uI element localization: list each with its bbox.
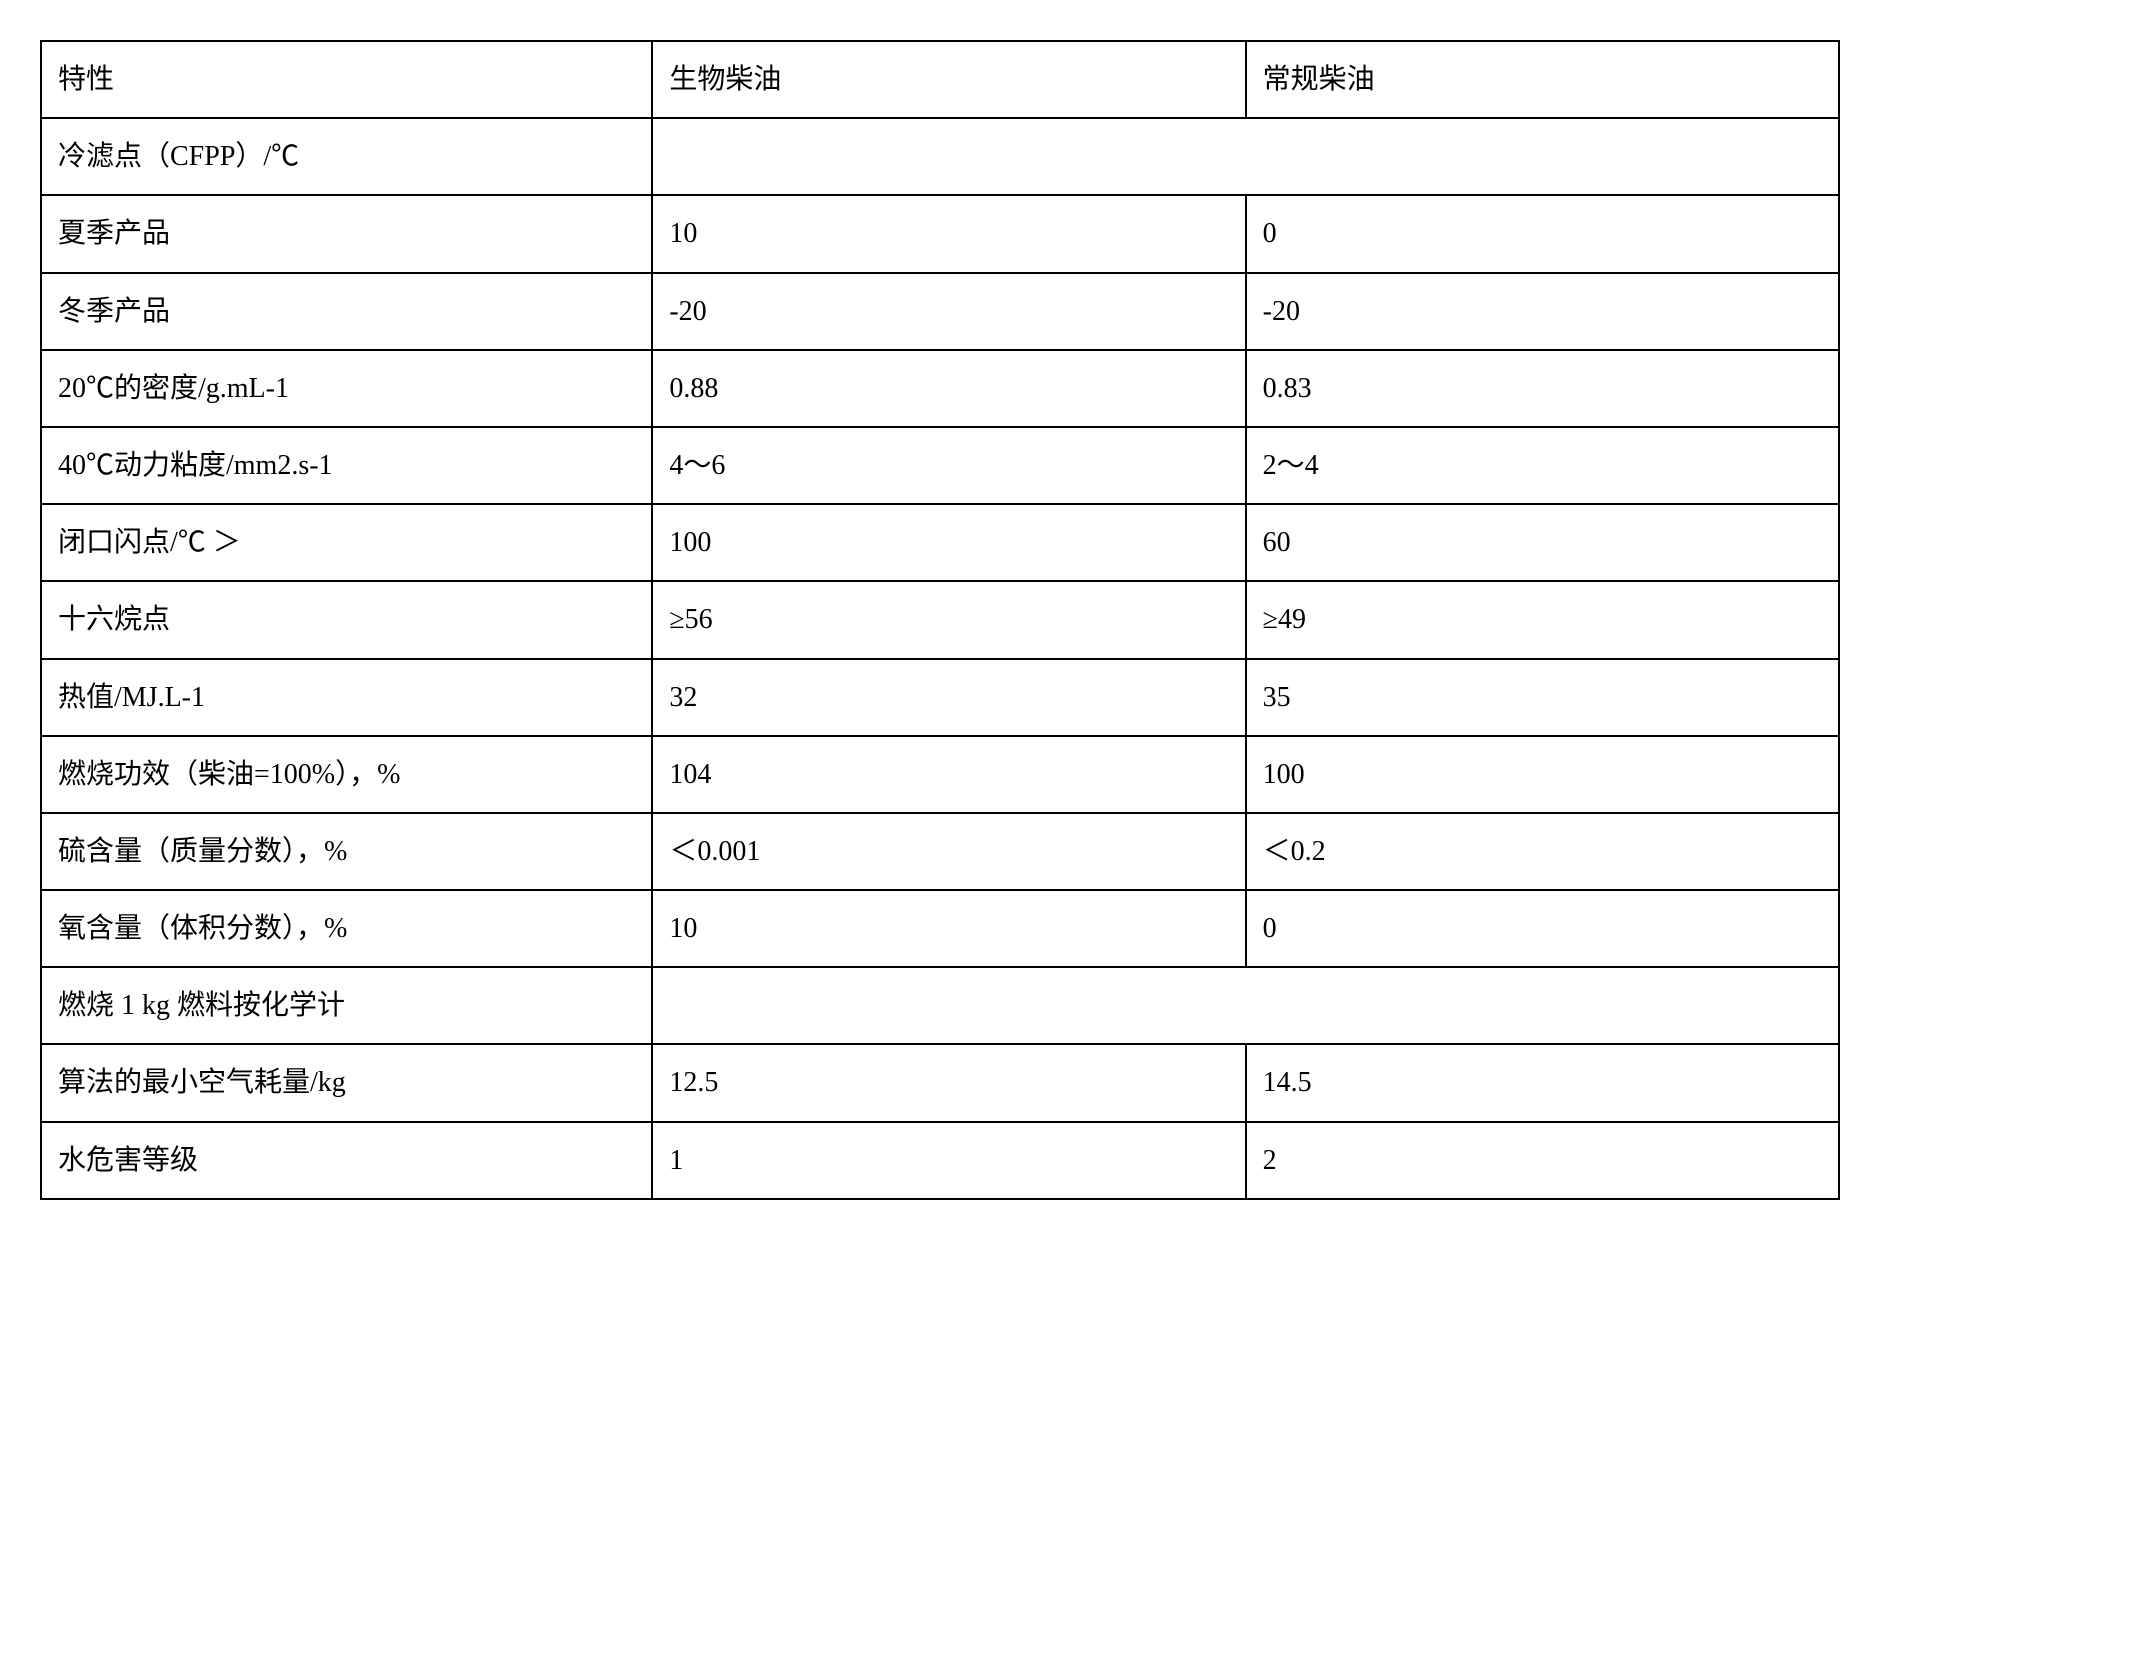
cell-conventional: 0: [1246, 890, 1839, 967]
cell-property: 氧含量（体积分数），%: [41, 890, 652, 967]
cell-conventional: 0: [1246, 195, 1839, 272]
cell-biodiesel: 100: [652, 504, 1245, 581]
cell-conventional: 2: [1246, 1122, 1839, 1199]
cell-conventional: 35: [1246, 659, 1839, 736]
cell-biodiesel: 10: [652, 195, 1245, 272]
cell-property: 冷滤点（CFPP）/℃: [41, 118, 652, 195]
table-row: 燃烧 1 kg 燃料按化学计: [41, 967, 1839, 1044]
cell-property: 水危害等级: [41, 1122, 652, 1199]
cell-biodiesel: -20: [652, 273, 1245, 350]
cell-conventional: 14.5: [1246, 1044, 1839, 1121]
header-conventional: 常规柴油: [1246, 41, 1839, 118]
cell-conventional: 60: [1246, 504, 1839, 581]
table-row: 算法的最小空气耗量/kg 12.5 14.5: [41, 1044, 1839, 1121]
table-header-row: 特性 生物柴油 常规柴油: [41, 41, 1839, 118]
table-row: 40℃动力粘度/mm2.s-1 4～6 2～4: [41, 427, 1839, 504]
header-biodiesel: 生物柴油: [652, 41, 1245, 118]
table-row: 冬季产品 -20 -20: [41, 273, 1839, 350]
cell-property: 闭口闪点/℃ ＞: [41, 504, 652, 581]
cell-conventional: 2～4: [1246, 427, 1839, 504]
cell-conventional: ＜0.2: [1246, 813, 1839, 890]
cell-biodiesel: 12.5: [652, 1044, 1245, 1121]
cell-biodiesel: ≥56: [652, 581, 1245, 658]
table-row: 水危害等级 1 2: [41, 1122, 1839, 1199]
table-row: 氧含量（体积分数），% 10 0: [41, 890, 1839, 967]
cell-property: 20℃的密度/g.mL-1: [41, 350, 652, 427]
cell-conventional: -20: [1246, 273, 1839, 350]
header-property: 特性: [41, 41, 652, 118]
cell-property: 算法的最小空气耗量/kg: [41, 1044, 652, 1121]
cell-property: 硫含量（质量分数），%: [41, 813, 652, 890]
cell-property: 夏季产品: [41, 195, 652, 272]
cell-conventional: 100: [1246, 736, 1839, 813]
table-row: 燃烧功效（柴油=100%），% 104 100: [41, 736, 1839, 813]
cell-property: 热值/MJ.L-1: [41, 659, 652, 736]
diesel-comparison-table: 特性 生物柴油 常规柴油 冷滤点（CFPP）/℃ 夏季产品 10 0 冬季产品 …: [40, 40, 1840, 1200]
cell-merged: [652, 967, 1839, 1044]
cell-property: 燃烧功效（柴油=100%），%: [41, 736, 652, 813]
cell-biodiesel: 0.88: [652, 350, 1245, 427]
table-row: 闭口闪点/℃ ＞ 100 60: [41, 504, 1839, 581]
cell-biodiesel: 4～6: [652, 427, 1245, 504]
cell-biodiesel: ＜0.001: [652, 813, 1245, 890]
cell-property: 冬季产品: [41, 273, 652, 350]
table-row: 十六烷点 ≥56 ≥49: [41, 581, 1839, 658]
cell-property: 燃烧 1 kg 燃料按化学计: [41, 967, 652, 1044]
cell-property: 40℃动力粘度/mm2.s-1: [41, 427, 652, 504]
table-row: 20℃的密度/g.mL-1 0.88 0.83: [41, 350, 1839, 427]
cell-biodiesel: 32: [652, 659, 1245, 736]
cell-conventional: ≥49: [1246, 581, 1839, 658]
table-row: 热值/MJ.L-1 32 35: [41, 659, 1839, 736]
cell-conventional: 0.83: [1246, 350, 1839, 427]
table-row: 硫含量（质量分数），% ＜0.001 ＜0.2: [41, 813, 1839, 890]
cell-biodiesel: 10: [652, 890, 1245, 967]
cell-property: 十六烷点: [41, 581, 652, 658]
cell-merged: [652, 118, 1839, 195]
cell-biodiesel: 1: [652, 1122, 1245, 1199]
table-row: 夏季产品 10 0: [41, 195, 1839, 272]
table-row: 冷滤点（CFPP）/℃: [41, 118, 1839, 195]
cell-biodiesel: 104: [652, 736, 1245, 813]
